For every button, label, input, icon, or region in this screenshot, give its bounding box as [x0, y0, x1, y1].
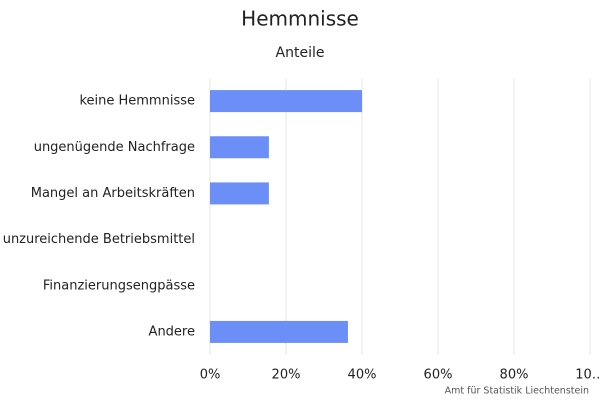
- y-tick-label: Andere: [149, 324, 195, 339]
- bar: [210, 182, 269, 205]
- bar: [210, 136, 269, 159]
- x-tick-label: 20%: [272, 368, 301, 383]
- y-tick-label: Mangel an Arbeitskräften: [31, 186, 195, 201]
- y-tick-label: unzureichende Betriebsmittel: [3, 232, 195, 247]
- x-tick-label: 40%: [348, 368, 377, 383]
- chart-title: Hemmnisse: [241, 7, 359, 31]
- x-tick-label: 60%: [424, 368, 453, 383]
- bar: [210, 320, 348, 343]
- x-tick-label: 80%: [500, 368, 529, 383]
- x-tick-label: 10…: [575, 368, 600, 383]
- bar: [210, 90, 362, 113]
- y-tick-label: ungenügende Nachfrage: [34, 140, 195, 155]
- y-tick-label: keine Hemmnisse: [79, 94, 195, 109]
- credits: Amt für Statistik Liechtenstein: [445, 386, 589, 397]
- x-tick-label: 0%: [200, 368, 221, 383]
- chart-subtitle: Anteile: [276, 45, 325, 61]
- y-tick-label: Finanzierungsengpässe: [43, 278, 195, 293]
